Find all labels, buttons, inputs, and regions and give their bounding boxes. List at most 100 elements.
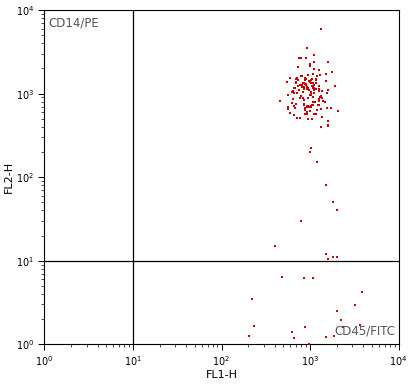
Point — [322, 182, 329, 188]
Point — [333, 254, 340, 260]
Point — [324, 87, 331, 93]
Point — [307, 108, 313, 114]
Point — [325, 123, 331, 129]
Point — [307, 79, 313, 85]
Point — [318, 93, 325, 99]
Point — [296, 114, 303, 121]
Point — [325, 60, 332, 66]
Point — [309, 71, 316, 77]
Point — [293, 114, 300, 121]
Point — [307, 63, 313, 70]
Point — [316, 86, 323, 92]
Point — [295, 64, 301, 70]
Point — [288, 329, 295, 336]
Point — [299, 73, 306, 79]
Point — [303, 76, 309, 82]
Point — [303, 55, 309, 61]
Point — [305, 116, 311, 122]
Point — [309, 83, 316, 89]
Point — [313, 76, 319, 83]
Point — [311, 82, 317, 88]
Point — [314, 73, 321, 79]
Point — [303, 111, 310, 118]
Point — [284, 92, 291, 98]
Point — [295, 87, 302, 93]
Point — [309, 103, 315, 109]
Point — [272, 243, 278, 249]
Point — [291, 105, 298, 111]
Point — [322, 334, 329, 340]
Point — [276, 98, 283, 104]
Point — [316, 102, 322, 108]
Point — [311, 88, 317, 94]
Point — [305, 85, 312, 91]
Point — [301, 275, 308, 281]
Point — [359, 288, 365, 295]
Point — [311, 99, 318, 105]
Y-axis label: FL2-H: FL2-H — [4, 161, 14, 193]
Point — [316, 88, 322, 94]
Point — [310, 275, 317, 281]
Point — [307, 61, 314, 67]
Point — [309, 94, 316, 100]
Point — [310, 83, 316, 89]
X-axis label: FL1-H: FL1-H — [206, 370, 238, 380]
Point — [311, 89, 317, 96]
Point — [304, 86, 311, 92]
Point — [293, 76, 299, 82]
Point — [325, 122, 331, 128]
Point — [300, 84, 307, 90]
Point — [334, 308, 340, 314]
Point — [293, 90, 300, 96]
Point — [303, 82, 310, 88]
Point — [317, 124, 324, 131]
Point — [316, 83, 322, 89]
Point — [313, 77, 319, 83]
Point — [316, 66, 323, 73]
Point — [298, 218, 305, 224]
Point — [307, 145, 314, 151]
Point — [309, 76, 316, 83]
Point — [290, 85, 297, 91]
Point — [304, 103, 311, 109]
Point — [302, 111, 309, 117]
Point — [306, 103, 313, 109]
Point — [302, 81, 309, 87]
Point — [290, 90, 297, 96]
Point — [329, 199, 336, 205]
Point — [295, 77, 302, 83]
Point — [311, 84, 317, 91]
Point — [296, 94, 303, 101]
Point — [300, 95, 307, 101]
Point — [333, 207, 340, 214]
Point — [308, 103, 314, 109]
Point — [246, 333, 252, 339]
Point — [306, 78, 312, 84]
Point — [285, 106, 291, 112]
Point — [308, 89, 314, 96]
Point — [302, 105, 308, 111]
Point — [305, 87, 312, 93]
Point — [314, 102, 321, 108]
Point — [303, 81, 310, 87]
Point — [299, 82, 305, 88]
Point — [300, 89, 306, 95]
Point — [328, 70, 335, 76]
Point — [308, 104, 314, 110]
Point — [290, 88, 296, 94]
Point — [300, 80, 307, 86]
Point — [307, 149, 314, 155]
Point — [288, 100, 295, 106]
Point — [297, 73, 304, 79]
Point — [303, 45, 310, 51]
Point — [308, 77, 315, 83]
Point — [295, 83, 301, 89]
Point — [298, 84, 305, 90]
Point — [314, 107, 320, 113]
Point — [301, 80, 308, 86]
Point — [302, 324, 309, 330]
Point — [309, 76, 315, 83]
Point — [301, 81, 308, 87]
Point — [315, 98, 322, 104]
Point — [332, 83, 339, 89]
